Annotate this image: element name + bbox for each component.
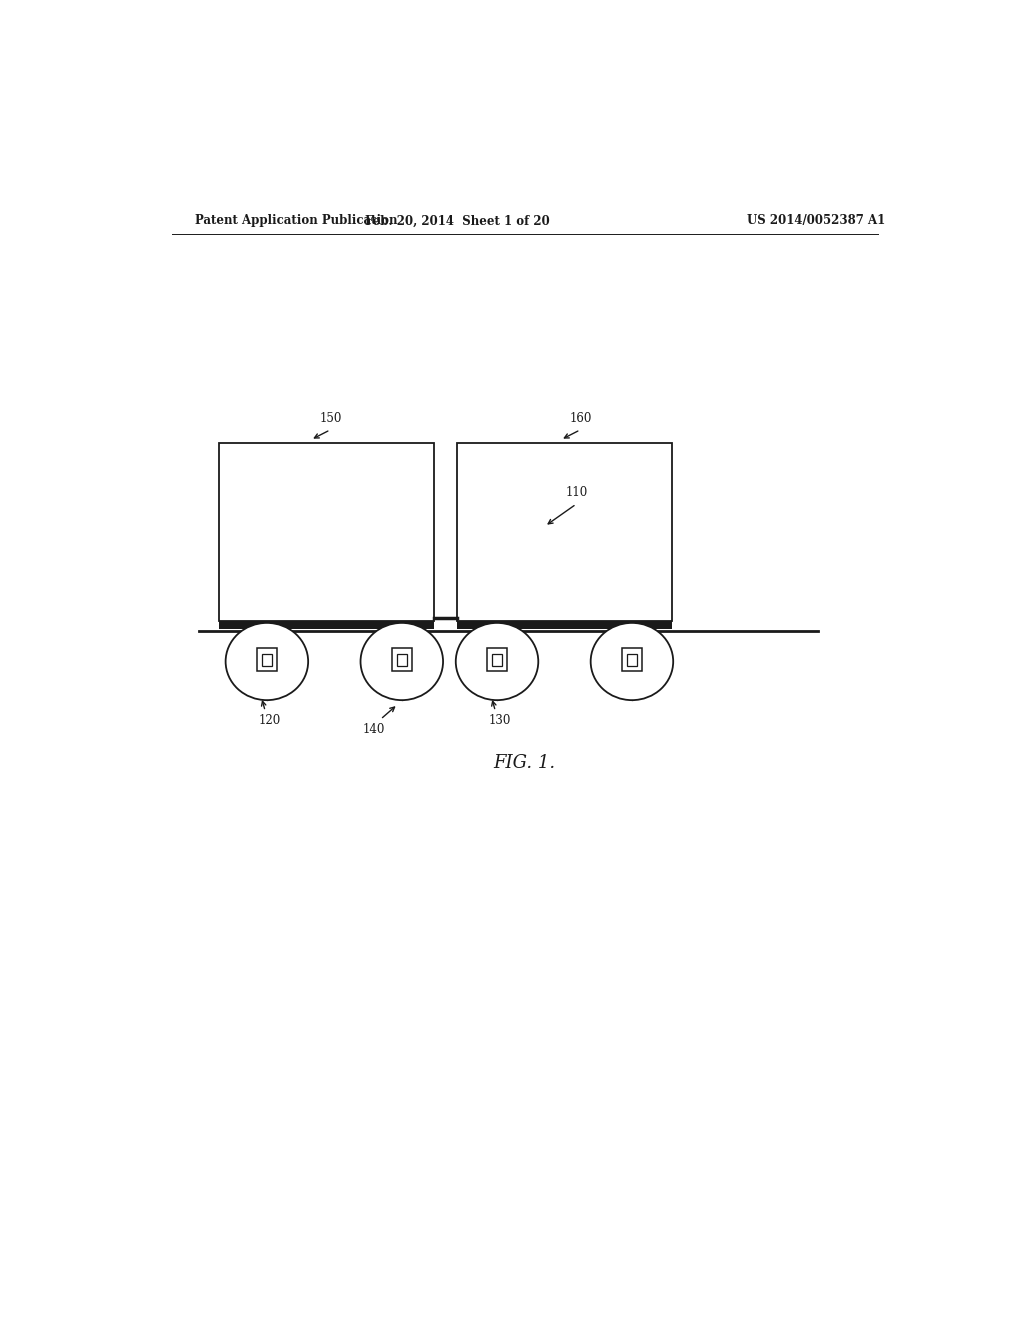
Bar <box>257 648 276 671</box>
Ellipse shape <box>360 623 443 700</box>
Bar <box>627 653 637 665</box>
Bar <box>458 620 672 630</box>
Text: FIG. 1.: FIG. 1. <box>494 754 556 772</box>
Ellipse shape <box>456 623 539 700</box>
Bar <box>396 653 407 665</box>
Bar <box>262 653 272 665</box>
Text: 120: 120 <box>258 714 281 727</box>
Bar <box>487 648 507 671</box>
Bar <box>392 648 412 671</box>
Bar <box>492 653 502 665</box>
Text: 160: 160 <box>569 412 592 425</box>
Text: US 2014/0052387 A1: US 2014/0052387 A1 <box>748 214 886 227</box>
Text: 150: 150 <box>319 412 342 425</box>
Ellipse shape <box>591 623 673 700</box>
Bar <box>219 620 433 630</box>
Ellipse shape <box>225 623 308 700</box>
Bar <box>458 444 672 620</box>
Bar <box>622 648 642 671</box>
Text: Patent Application Publication: Patent Application Publication <box>196 214 398 227</box>
Bar <box>219 444 433 620</box>
Text: Feb. 20, 2014  Sheet 1 of 20: Feb. 20, 2014 Sheet 1 of 20 <box>365 214 550 227</box>
Text: 130: 130 <box>488 714 511 727</box>
Text: 140: 140 <box>362 722 385 735</box>
Text: 110: 110 <box>565 486 588 499</box>
